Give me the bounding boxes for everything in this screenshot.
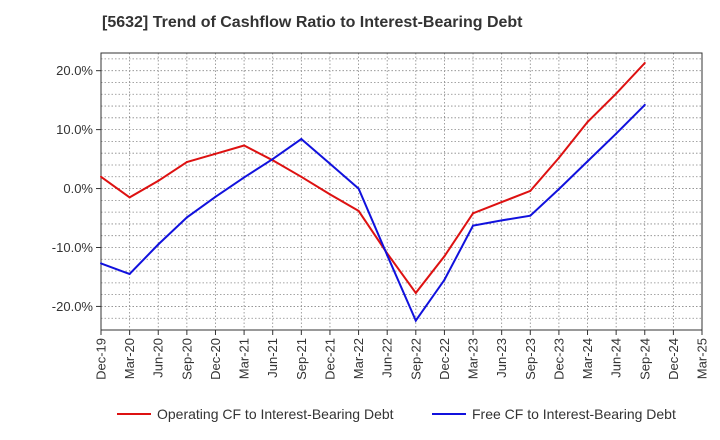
data-point bbox=[557, 188, 560, 191]
data-point bbox=[128, 196, 131, 199]
x-tick-label: Jun-23 bbox=[494, 338, 509, 378]
data-point bbox=[357, 187, 360, 190]
x-tick-label: Dec-23 bbox=[551, 338, 566, 380]
y-tick-label: 0.0% bbox=[63, 181, 93, 196]
data-point bbox=[157, 179, 160, 182]
x-tick-label: Dec-22 bbox=[437, 338, 452, 380]
data-point bbox=[100, 175, 102, 178]
data-point bbox=[529, 189, 532, 192]
data-point bbox=[414, 319, 417, 322]
data-point bbox=[414, 291, 417, 294]
data-point bbox=[243, 144, 246, 147]
data-point bbox=[185, 161, 188, 164]
data-point bbox=[328, 162, 331, 165]
plot-frame bbox=[100, 52, 703, 331]
x-tick-label: Mar-20 bbox=[122, 338, 137, 379]
data-point bbox=[472, 212, 475, 215]
x-tick-label: Jun-24 bbox=[609, 338, 624, 378]
legend-label: Free CF to Interest-Bearing Debt bbox=[472, 406, 676, 422]
x-tick-label: Mar-24 bbox=[580, 338, 595, 379]
x-tick-label: Sep-20 bbox=[179, 338, 194, 380]
x-tick-label: Mar-22 bbox=[351, 338, 366, 379]
series-line-2 bbox=[100, 104, 646, 323]
x-tick-label: Mar-25 bbox=[695, 338, 710, 379]
data-point bbox=[214, 152, 217, 155]
x-tick-label: Sep-22 bbox=[408, 338, 423, 380]
x-tick-label: Jun-21 bbox=[265, 338, 280, 378]
data-point bbox=[615, 132, 618, 135]
data-point bbox=[357, 209, 360, 212]
data-point bbox=[300, 138, 303, 141]
y-tick-label: -10.0% bbox=[52, 240, 94, 255]
data-point bbox=[500, 219, 503, 222]
chart-title: [5632] Trend of Cashflow Ratio to Intere… bbox=[102, 14, 523, 31]
data-point bbox=[643, 62, 646, 65]
data-point bbox=[443, 255, 446, 258]
data-point bbox=[243, 176, 246, 179]
x-tick-label: Mar-21 bbox=[237, 338, 252, 379]
legend-label: Operating CF to Interest-Bearing Debt bbox=[157, 406, 394, 422]
data-point bbox=[557, 156, 560, 159]
data-point bbox=[529, 214, 532, 217]
data-point bbox=[500, 201, 503, 204]
data-point bbox=[615, 92, 618, 95]
y-tick-label: -20.0% bbox=[52, 299, 94, 314]
x-tick-label: Sep-21 bbox=[294, 338, 309, 380]
data-point bbox=[157, 243, 160, 246]
y-tick-label: 20.0% bbox=[56, 63, 93, 78]
x-tick-label: Jun-20 bbox=[151, 338, 166, 378]
data-point bbox=[643, 103, 646, 106]
data-point bbox=[443, 278, 446, 281]
data-point bbox=[214, 195, 217, 198]
x-tick-label: Jun-22 bbox=[380, 338, 395, 378]
data-point bbox=[300, 175, 303, 178]
data-point bbox=[128, 273, 131, 276]
x-tick-label: Dec-24 bbox=[666, 338, 681, 380]
x-tick-label: Sep-24 bbox=[637, 338, 652, 380]
data-point bbox=[271, 158, 274, 161]
series-line-1 bbox=[100, 62, 646, 295]
data-point bbox=[586, 160, 589, 163]
x-tick-label: Mar-23 bbox=[466, 338, 481, 379]
data-point bbox=[472, 224, 475, 227]
data-point bbox=[586, 120, 589, 123]
data-point bbox=[386, 254, 389, 257]
x-tick-label: Sep-23 bbox=[523, 338, 538, 380]
y-tick-label: 10.0% bbox=[56, 122, 93, 137]
x-tick-label: Dec-19 bbox=[94, 338, 109, 380]
x-tick-label: Dec-20 bbox=[208, 338, 223, 380]
data-point bbox=[328, 193, 331, 196]
data-point bbox=[185, 216, 188, 219]
data-point bbox=[100, 262, 102, 265]
x-tick-label: Dec-21 bbox=[322, 338, 337, 380]
